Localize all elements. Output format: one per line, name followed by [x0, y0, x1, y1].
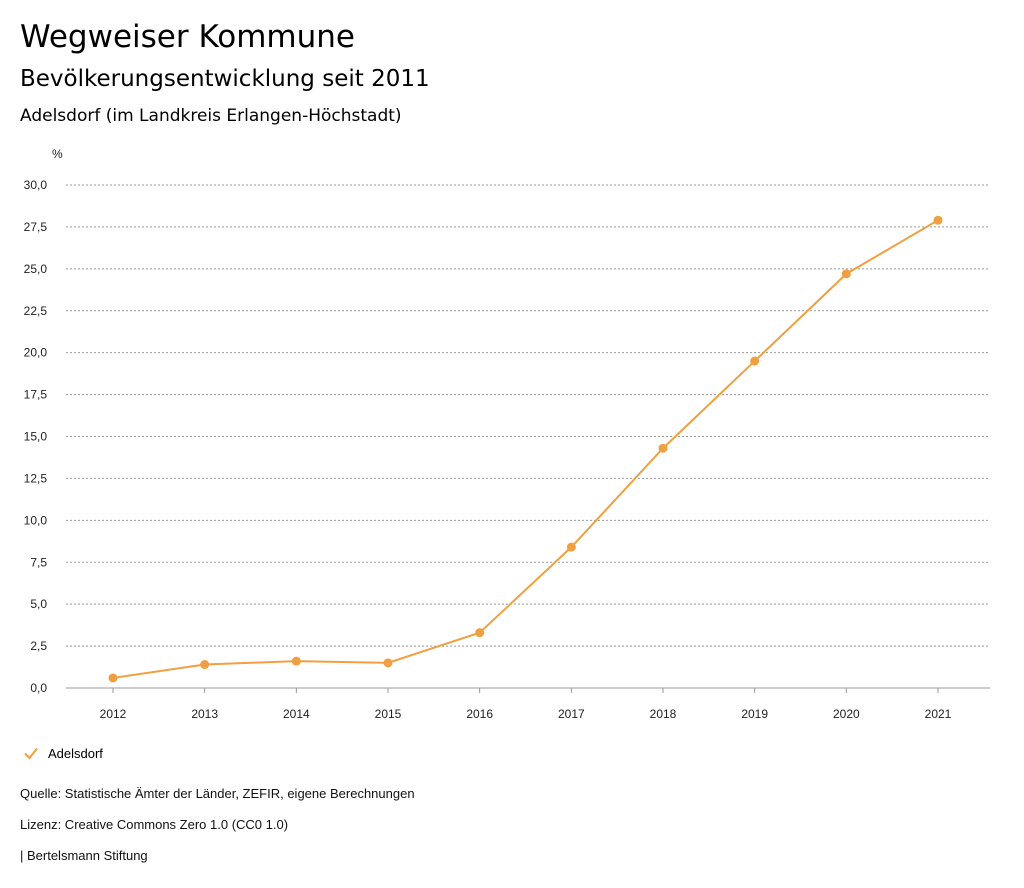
y-axis: 0,0 2,5 5,0 7,5 10,0 12,5 15,0 17,5 20,0 22,5 25,0…: [24, 178, 48, 695]
data-point[interactable]: [750, 356, 760, 366]
legend-label: Adelsdorf: [48, 745, 103, 761]
data-point[interactable]: [383, 658, 393, 668]
data-point[interactable]: [566, 542, 576, 552]
source-note: Quelle: Statistische Ämter der Länder, Z…: [20, 786, 415, 801]
publisher-note: | Bertelsmann Stiftung: [20, 848, 148, 863]
data-point[interactable]: [200, 660, 210, 670]
checkmark-icon: [24, 747, 38, 760]
line-chart: 0,0 2,5 5,0 7,5 10,0 12,5 15,0 17,5 20,0 22,5 25,0…: [24, 147, 990, 721]
x-tick-label: 2019: [741, 707, 768, 721]
y-tick-label: 2,5: [30, 639, 47, 653]
y-tick-label: 10,0: [24, 513, 48, 527]
x-tick-label: 2015: [375, 707, 402, 721]
y-tick-label: 27,5: [24, 220, 48, 234]
data-point[interactable]: [108, 673, 118, 683]
data-point[interactable]: [933, 215, 943, 225]
x-axis: 2012 2013 2014 2015 2016 2017 2018 2019 2020 2021: [100, 688, 952, 721]
y-tick-label: 7,5: [30, 555, 47, 569]
data-point[interactable]: [841, 269, 851, 279]
chart-subtitle: Bevölkerungsentwicklung seit 2011: [20, 66, 430, 92]
x-tick-label: 2012: [100, 707, 127, 721]
y-tick-label: 5,0: [30, 597, 47, 611]
y-axis-unit: %: [52, 147, 63, 161]
page-title: Wegweiser Kommune: [20, 19, 355, 55]
x-tick-label: 2018: [650, 707, 677, 721]
data-point[interactable]: [291, 656, 301, 666]
region-label: Adelsdorf (im Landkreis Erlangen-Höchsta…: [20, 106, 402, 126]
x-tick-label: 2017: [558, 707, 585, 721]
y-tick-label: 15,0: [24, 430, 48, 444]
y-tick-label: 20,0: [24, 346, 48, 360]
grid-lines: [66, 184, 990, 689]
y-tick-label: 25,0: [24, 262, 48, 276]
series-line: [112, 219, 939, 679]
legend[interactable]: Adelsdorf: [22, 744, 103, 762]
x-tick-label: 2013: [191, 707, 218, 721]
license-note: Lizenz: Creative Commons Zero 1.0 (CC0 1…: [20, 817, 289, 832]
data-point[interactable]: [475, 628, 485, 638]
y-tick-label: 22,5: [24, 304, 48, 318]
x-tick-label: 2021: [925, 707, 952, 721]
series-layer: [108, 215, 943, 683]
x-tick-label: 2020: [833, 707, 860, 721]
data-point[interactable]: [658, 443, 668, 453]
y-tick-label: 30,0: [24, 178, 48, 192]
y-tick-label: 17,5: [24, 388, 48, 402]
y-tick-label: 12,5: [24, 471, 48, 485]
x-tick-label: 2014: [283, 707, 310, 721]
x-tick-label: 2016: [466, 707, 493, 721]
y-tick-label: 0,0: [30, 681, 47, 695]
